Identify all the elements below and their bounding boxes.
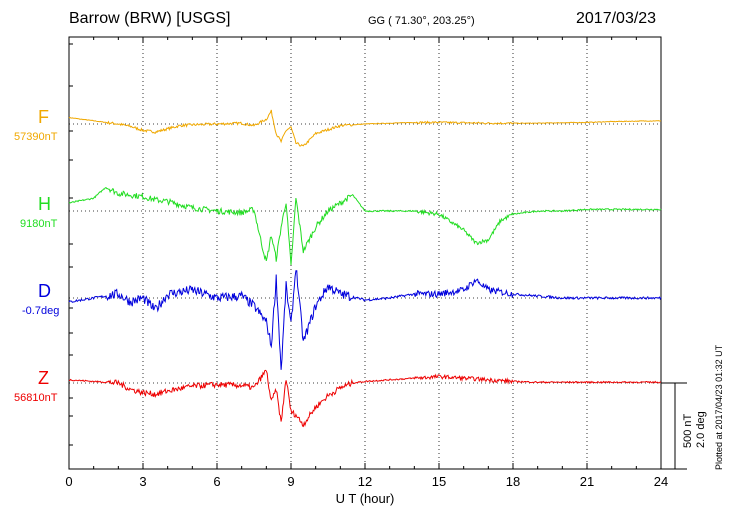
plot-date: 2017/03/23 xyxy=(576,10,657,27)
x-tick-label: 18 xyxy=(505,474,521,489)
x-tick-label: 24 xyxy=(653,474,669,489)
series-label-z: Z xyxy=(38,368,49,388)
plotted-timestamp: Plotted at 2017/04/23 01:32 UT xyxy=(714,344,724,470)
x-tick-label: 9 xyxy=(287,474,295,489)
series-label-h: H xyxy=(38,194,51,214)
series-line-h xyxy=(68,187,662,266)
series-baseline-f: 57390nT xyxy=(14,131,58,143)
series-baseline-h: 9180nT xyxy=(20,218,58,230)
station-title: Barrow (BRW) [USGS] xyxy=(69,10,231,27)
series-baseline-z: 56810nT xyxy=(14,392,58,404)
series-line-d xyxy=(68,270,662,370)
series-line-z xyxy=(68,369,661,428)
station-coordinates: GG ( 71.30°, 203.25°) xyxy=(368,15,475,27)
series-label-f: F xyxy=(38,107,49,127)
x-tick-label: 12 xyxy=(357,474,373,489)
series-baseline-d: -0.7deg xyxy=(22,305,60,317)
x-tick-label: 21 xyxy=(579,474,595,489)
scale-bar-deg-label: 2.0 deg xyxy=(695,411,707,448)
x-tick-label: 3 xyxy=(139,474,147,489)
x-tick-label: 0 xyxy=(65,474,73,489)
scale-bar-nt-label: 500 nT xyxy=(682,413,694,448)
series-line-f xyxy=(68,109,662,147)
x-tick-label: 6 xyxy=(213,474,221,489)
x-axis-title: U T (hour) xyxy=(335,491,395,506)
x-tick-label: 15 xyxy=(431,474,447,489)
series-label-d: D xyxy=(38,281,51,301)
